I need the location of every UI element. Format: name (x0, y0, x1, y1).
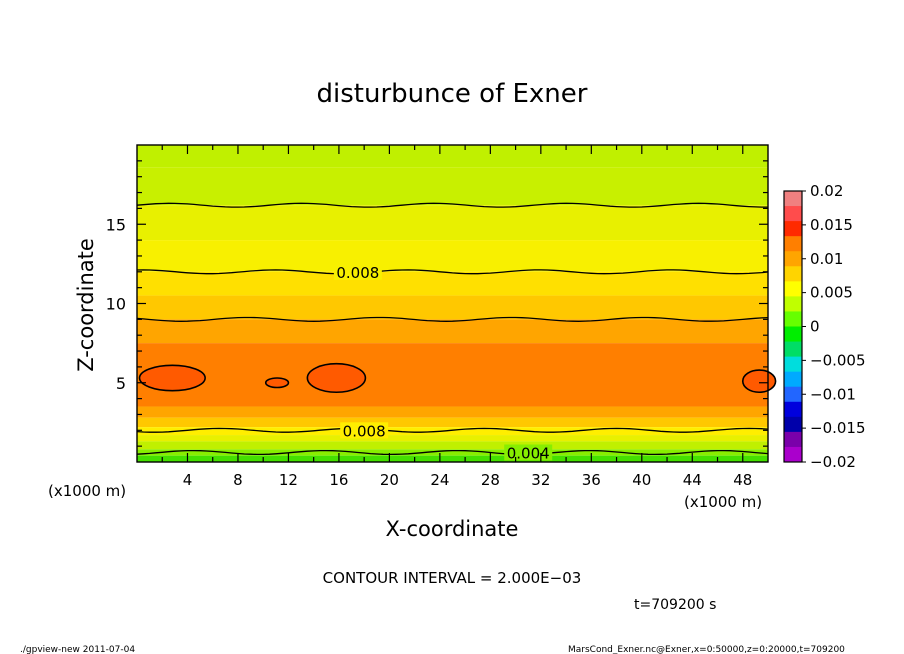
colorbar-tick-label: 0.01 (810, 250, 843, 268)
contour-line (136, 316, 769, 322)
colorbar-tick-label: 0.02 (810, 182, 843, 200)
x-tick-label: 32 (531, 471, 550, 489)
contour-fill-band (137, 145, 768, 168)
contour-fill-band (137, 449, 768, 456)
x-tick-label: 20 (380, 471, 399, 489)
contour-line (136, 202, 768, 208)
contour-plot-area: 0.008 0.008 0.004 (136, 144, 777, 463)
contour-fill-band (137, 417, 768, 428)
x-unit-right: (x1000 m) (684, 493, 762, 511)
contour-fill-band (137, 319, 768, 344)
colorbar-swatch (784, 446, 802, 463)
contour-label-background (340, 422, 389, 439)
x-axis: 4 8 12 16 20 24 28 32 36 40 44 48 (161, 145, 752, 489)
x-tick-label: 16 (329, 471, 348, 489)
contour-fill-band (137, 455, 768, 462)
closed-contour (306, 362, 367, 394)
colorbar-swatch (784, 266, 802, 282)
colorbar-swatch (784, 251, 802, 267)
x-tick-label: 28 (481, 471, 500, 489)
x-tick-label: 12 (279, 471, 298, 489)
colorbar: 0.02 0.015 0.01 0.005 0 −0.005 −0.01 −0.015 −0.0… (783, 182, 866, 471)
colorbar-tick-label: −0.005 (810, 351, 866, 369)
time-label: t=709200 s (634, 597, 716, 613)
contour-label: 0.004 (507, 444, 550, 462)
colorbar-swatch (784, 431, 802, 448)
contour-fill-band (137, 427, 768, 436)
x-tick-label: 8 (233, 471, 243, 489)
x-tick-label: 44 (683, 471, 702, 489)
y-axis-label: Z-coordinate (74, 238, 98, 372)
contour-fill-band (137, 406, 768, 418)
colorbar-swatch (784, 206, 802, 222)
colorbar-tick-label: 0.015 (810, 216, 853, 234)
colorbar-tick-label: −0.015 (810, 419, 866, 437)
contour-fill-band (137, 205, 768, 241)
colorbar-tick-label: 0 (810, 318, 820, 336)
x-tick-label: 24 (430, 471, 449, 489)
x-tick-label: 40 (632, 471, 651, 489)
footer-right: MarsCond_Exner.nc@Exner,x=0:50000,z=0:20… (568, 645, 845, 654)
contour-label: 0.008 (336, 264, 379, 282)
x-unit-left: (x1000 m) (48, 482, 126, 500)
contour-line (136, 269, 769, 275)
y-tick-label: 15 (106, 215, 126, 234)
colorbar-swatch (784, 326, 802, 343)
colorbar-tick-label: 0.005 (810, 284, 853, 302)
closed-contour (741, 369, 777, 394)
contour-fill-band (137, 343, 768, 407)
colorbar-swatch (784, 401, 802, 418)
footer-left: ./gpview-new 2011-07-04 (20, 645, 135, 654)
contour-fill-band (137, 240, 768, 272)
colorbar-swatch (784, 236, 802, 252)
colorbar-swatch (784, 386, 802, 403)
y-tick-label: 10 (106, 295, 126, 314)
contour-line (136, 427, 769, 433)
y-axis: 5 10 15 (106, 160, 768, 447)
colorbar-swatch (784, 416, 802, 433)
contour-fill-band (137, 435, 768, 442)
contour-fill-band (137, 295, 768, 320)
closed-contour (264, 377, 290, 389)
x-axis-label: X-coordinate (386, 517, 519, 541)
contour-interval-label: CONTOUR INTERVAL = 2.000E−03 (323, 569, 582, 587)
colorbar-swatch (784, 281, 802, 297)
chart-title: disturbunce of Exner (317, 79, 588, 109)
y-tick-label: 5 (116, 374, 126, 393)
colorbar-swatch (784, 341, 802, 358)
colorbar-swatch (784, 221, 802, 237)
colorbar-swatch (784, 371, 802, 388)
contour-label-background (333, 263, 382, 280)
x-tick-label: 4 (183, 471, 193, 489)
colorbar-swatch (784, 356, 802, 373)
contour-label: 0.008 (343, 422, 386, 440)
colorbar-swatch (784, 296, 802, 312)
contour-fill-band (137, 271, 768, 296)
contour-label-background (504, 444, 553, 461)
colorbar-tick-label: −0.02 (810, 453, 856, 471)
contour-fill-band (137, 441, 768, 450)
contour-fill-band (137, 167, 768, 206)
colorbar-swatch (784, 311, 802, 327)
x-tick-label: 36 (582, 471, 601, 489)
x-tick-label: 48 (733, 471, 752, 489)
colorbar-tick-label: −0.01 (810, 385, 856, 403)
closed-contour (138, 364, 206, 392)
contour-line (136, 449, 769, 456)
colorbar-swatch (784, 191, 802, 207)
